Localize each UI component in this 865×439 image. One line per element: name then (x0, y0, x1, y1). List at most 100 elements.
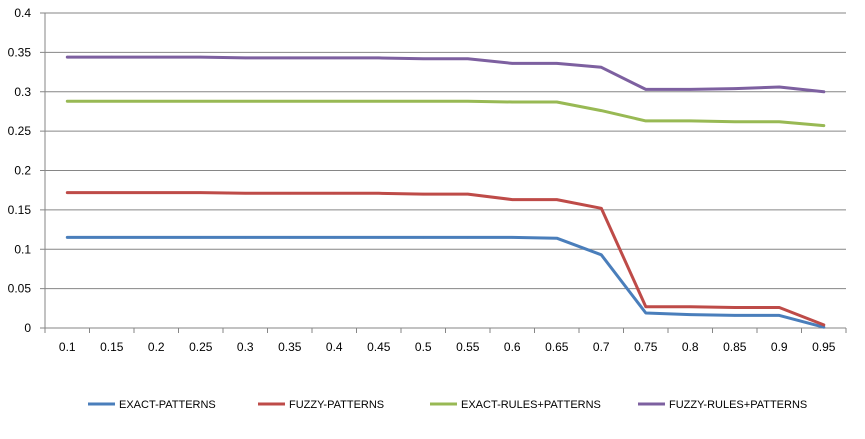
legend-label: EXACT-PATTERNS (119, 399, 216, 411)
data-point (377, 56, 380, 60)
data-point (288, 192, 291, 195)
y-tick-labels: 0 0.05 0.1 0.15 0.2 0.25 0.3 0.35 0.4 (8, 6, 32, 335)
data-point (466, 192, 469, 196)
y-tick-label: 0.1 (14, 242, 31, 256)
legend: EXACT-PATTERNS FUZZY-PATTERNS EXACT-RULES+… (88, 399, 807, 411)
x-tick-label: 0.85 (723, 340, 747, 354)
data-point (644, 119, 647, 123)
data-point (778, 120, 781, 123)
data-point (288, 56, 291, 60)
data-point (377, 236, 380, 239)
data-point (600, 207, 603, 210)
data-point (733, 87, 736, 90)
data-point (822, 326, 825, 329)
data-point (778, 306, 781, 309)
data-point (600, 66, 603, 69)
data-point (244, 100, 247, 103)
data-point (199, 191, 202, 194)
series-line-exact-rules-patterns (65, 99, 826, 128)
legend-label: FUZZY-RULES+PATTERNS (669, 399, 807, 411)
data-point (689, 305, 692, 308)
data-point (778, 85, 781, 89)
legend-label: FUZZY-PATTERNS (289, 399, 384, 411)
data-point (511, 62, 514, 65)
x-tick-label: 0.45 (367, 340, 391, 354)
data-point (422, 192, 425, 196)
data-point (155, 55, 158, 59)
data-point (244, 192, 247, 195)
x-tick-label: 0.5 (415, 340, 432, 354)
data-point (422, 100, 425, 103)
x-tick-label: 0.15 (100, 340, 124, 354)
legend-label: EXACT-RULES+PATTERNS (461, 399, 601, 411)
x-tick-label: 0.25 (189, 340, 213, 354)
data-point (555, 237, 558, 240)
x-tick-label: 0.1 (59, 340, 76, 354)
data-point (644, 305, 647, 308)
data-point (155, 236, 158, 239)
data-point (333, 56, 336, 60)
x-tick-label: 0.35 (278, 340, 302, 354)
data-point (377, 100, 380, 103)
data-point (733, 306, 736, 309)
data-point (555, 198, 558, 201)
x-tick-label: 0.55 (456, 340, 480, 354)
y-tick-label: 0.05 (8, 282, 32, 296)
data-point (822, 124, 825, 127)
series-lines (65, 55, 826, 329)
data-point (333, 236, 336, 239)
data-point (199, 100, 202, 103)
x-tick-labels: 0.1 0.15 0.2 0.25 0.3 0.35 0.4 0.45 0.5 0.55 0.6 0.… (59, 340, 836, 354)
data-point (511, 198, 514, 201)
data-point (110, 191, 113, 194)
axes (40, 12, 847, 333)
data-point (644, 311, 647, 315)
data-point (377, 192, 380, 195)
data-point (288, 100, 291, 103)
data-point (822, 323, 825, 327)
gridlines (45, 12, 846, 290)
x-tick-label: 0.8 (682, 340, 699, 354)
x-tick-label: 0.7 (593, 340, 610, 354)
data-point (244, 236, 247, 239)
data-point (333, 100, 336, 103)
y-tick-label: 0.25 (8, 124, 32, 138)
series-line-fuzzy-patterns (65, 191, 826, 327)
data-point (66, 191, 69, 194)
data-point (555, 100, 558, 104)
data-point (422, 236, 425, 239)
x-tick-label: 0.95 (812, 340, 836, 354)
data-point (822, 90, 825, 93)
x-tick-label: 0.6 (504, 340, 521, 354)
y-tick-label: 0.2 (14, 164, 31, 178)
data-point (155, 100, 158, 103)
data-point (689, 313, 692, 316)
data-point (733, 120, 736, 123)
x-tick-label: 0.3 (237, 340, 254, 354)
y-tick-label: 0 (24, 321, 31, 335)
data-point (333, 192, 336, 195)
data-point (199, 55, 202, 59)
data-point (110, 100, 113, 103)
data-point (733, 314, 736, 317)
data-point (66, 100, 69, 103)
series-line-exact-patterns (65, 235, 826, 329)
data-point (288, 236, 291, 239)
data-point (199, 236, 202, 239)
x-tick-label: 0.65 (545, 340, 569, 354)
data-point (689, 88, 692, 91)
data-point (110, 236, 113, 239)
data-point (689, 119, 692, 123)
data-point (155, 191, 158, 194)
data-point (644, 88, 647, 91)
data-point (66, 55, 69, 59)
data-point (110, 55, 113, 59)
data-point (466, 100, 469, 103)
y-tick-label: 0.15 (8, 203, 32, 217)
x-tick-label: 0.9 (771, 340, 788, 354)
y-tick-label: 0.4 (14, 6, 31, 20)
data-point (511, 100, 514, 104)
data-point (244, 56, 247, 60)
x-tick-label: 0.2 (148, 340, 165, 354)
